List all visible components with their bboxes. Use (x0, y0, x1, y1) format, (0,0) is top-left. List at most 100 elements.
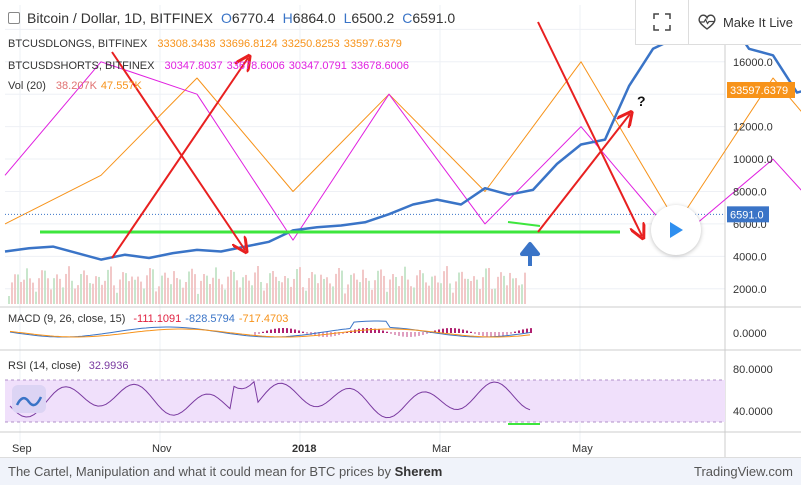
volume-bar (59, 278, 61, 304)
volume-bar (179, 279, 181, 304)
volume-bar (428, 285, 430, 304)
shorts-legend-name: BTCUSDSHORTS, BITFINEX (8, 60, 155, 72)
macd-histogram-bar (422, 332, 424, 335)
macd-tick-label: 0.0000 (733, 328, 767, 340)
macd-histogram-bar (398, 332, 400, 336)
macd-histogram-bar (410, 332, 412, 337)
macd-histogram-bar (478, 332, 480, 336)
macd-value-1: -828.5794 (185, 313, 235, 325)
volume-bar (494, 288, 496, 304)
volume-bar (122, 272, 124, 304)
volume-bar (335, 273, 337, 304)
volume-bar (356, 279, 358, 304)
volume-bar (455, 281, 457, 304)
macd-histogram-bar (290, 328, 292, 333)
volume-value-1: 47.557K (100, 80, 142, 92)
volume-bar (20, 281, 22, 304)
make-it-live-button[interactable]: Make It Live (688, 0, 801, 45)
macd-histogram-bar (338, 332, 340, 336)
tradingview-brand[interactable]: TradingView.com (694, 464, 793, 479)
macd-histogram-bar (342, 332, 344, 334)
macd-histogram-bar (378, 329, 380, 333)
macd-histogram-bar (262, 331, 264, 333)
play-icon (670, 222, 683, 238)
price-tick-label: 4000.0 (733, 251, 767, 263)
volume-bar (101, 284, 103, 304)
macd-histogram-bar (442, 328, 444, 333)
rsi-label: RSI (14, close) (8, 360, 81, 372)
trend-arrow (111, 51, 245, 250)
volume-bar (392, 274, 394, 304)
macd-histogram-bar (274, 328, 276, 333)
volume-bar (95, 276, 97, 304)
volume-bar (368, 280, 370, 304)
longs-value-1: 33696.8124 (219, 38, 278, 50)
volume-bar (476, 279, 478, 304)
volume-bar (29, 278, 31, 304)
volume-bar (518, 285, 520, 304)
macd-histogram-bar (278, 328, 280, 333)
volume-bar (188, 271, 190, 304)
volume-bar (257, 266, 259, 304)
volume-bar (170, 284, 172, 304)
volume-bar (521, 284, 523, 304)
volume-bar (113, 285, 115, 304)
volume-bar (167, 277, 169, 304)
volume-bar (206, 275, 208, 304)
footer-author[interactable]: Sherem (394, 464, 443, 479)
volume-bar (185, 282, 187, 304)
collapse-icon[interactable] (8, 12, 20, 24)
volume-bar (140, 281, 142, 304)
volume-bar (164, 272, 166, 304)
price-tick-label: 8000.0 (733, 186, 767, 198)
macd-histogram-bar (302, 331, 304, 333)
volume-bar (347, 284, 349, 304)
volume-bar (344, 293, 346, 304)
macd-histogram-bar (286, 328, 288, 333)
fullscreen-button[interactable] (635, 0, 688, 45)
volume-bar (152, 269, 154, 304)
macd-signal-line (9, 328, 531, 338)
volume-bar (374, 280, 376, 304)
footer-bar: The Cartel, Manipulation and what it cou… (0, 457, 801, 485)
macd-histogram-bar (494, 332, 496, 337)
volume-bar (71, 280, 73, 304)
macd-histogram-bar (466, 330, 468, 333)
macd-histogram-bar (470, 331, 472, 333)
tv-logo-wave (15, 396, 43, 407)
shorts-value-3: 33678.6006 (350, 60, 409, 72)
volume-bar (107, 269, 109, 304)
volume-bar (242, 277, 244, 304)
rsi-line (9, 380, 531, 419)
macd-histogram-bar (474, 332, 476, 334)
high-label: H (282, 10, 293, 26)
volume-bar (110, 266, 112, 304)
volume-bar (155, 291, 157, 304)
play-button[interactable] (651, 205, 701, 255)
up-arrow-marker (520, 242, 540, 266)
volume-bar (224, 289, 226, 304)
low-value: 6500.2 (351, 10, 395, 26)
macd-histogram-bar (402, 332, 404, 337)
volume-bar (251, 285, 253, 304)
volume-bar (266, 283, 268, 304)
macd-histogram-bar (306, 332, 308, 334)
volume-bar (506, 285, 508, 304)
volume-bar (479, 288, 481, 304)
make-it-live-label: Make It Live (722, 14, 794, 30)
volume-bar (524, 272, 526, 304)
macd-histogram-bar (374, 328, 376, 333)
volume-bar (56, 274, 58, 304)
time-tick-label: Mar (432, 443, 451, 455)
volume-bar (227, 276, 229, 304)
volume-bar (77, 285, 79, 304)
macd-histogram-bar (318, 332, 320, 337)
volume-bar (131, 276, 133, 304)
volume-bar (458, 272, 460, 304)
volume-legend: Vol (20) 38.207K 47.557K (8, 80, 142, 92)
volume-bar (359, 282, 361, 304)
volume-bar (317, 283, 319, 304)
volume-bar (134, 279, 136, 304)
volume-bar (263, 290, 265, 304)
volume-bar (11, 282, 13, 304)
